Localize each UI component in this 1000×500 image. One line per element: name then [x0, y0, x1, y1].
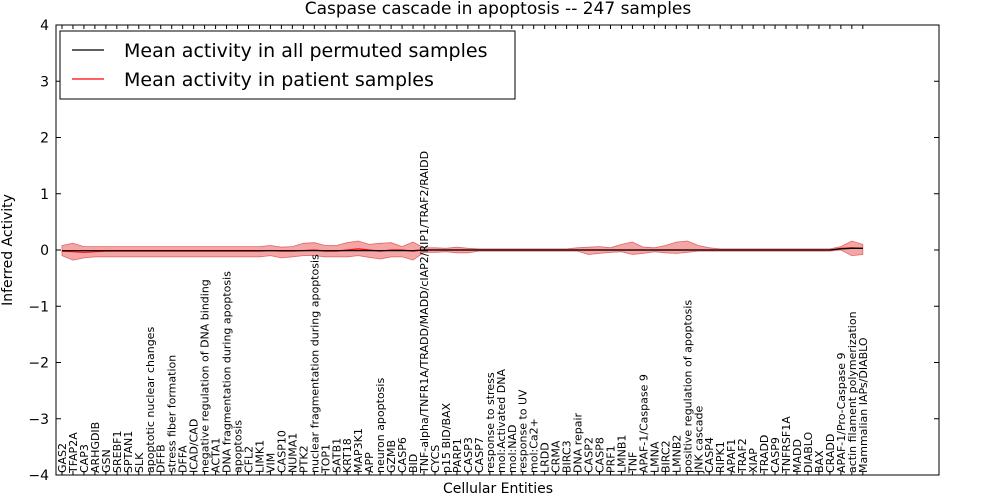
y-tick-label: 3: [40, 74, 49, 90]
x-tick-label: apoptotic nuclear changes: [144, 327, 157, 473]
x-tick-label: TRAF2: [736, 438, 749, 474]
y-tick-label: −1: [28, 299, 49, 315]
x-tick-label: BID: [407, 454, 420, 473]
x-tick-label: DFFB: [155, 444, 168, 473]
y-tick-label: −3: [28, 412, 49, 428]
legend: Mean activity in all permuted samples Me…: [59, 30, 516, 100]
x-tick-label: mol:Ca2+: [528, 418, 541, 473]
x-tick-label: positive regulation of apoptosis: [681, 300, 694, 473]
legend-label-permuted: Mean activity in all permuted samples: [124, 40, 487, 62]
x-tick-label: NUMA1: [286, 433, 299, 473]
x-tick-label: GSN: [100, 449, 113, 473]
series-line-layer: [61, 247, 863, 253]
x-tick-label: RIPK1: [714, 441, 727, 473]
x-tick-label: SPTAN1: [122, 431, 135, 473]
x-tick-label: TNF-alpha/TNFR1A/TRADD/MADD/cIAP2/RIP1/T…: [418, 151, 431, 474]
x-tick-label: ICAD/CAD: [188, 419, 201, 473]
y-axis: 4 3 2 1 0 −1 −2 −3 −4: [28, 18, 939, 484]
x-tick-label: ACTA1: [210, 438, 223, 473]
x-tick-label: CASP7: [473, 437, 486, 473]
x-tick-label: CFL2: [243, 446, 256, 473]
x-tick-label: CYCS: [429, 445, 442, 473]
x-tick-label: CASP4: [703, 437, 716, 473]
y-tick-label: 2: [40, 131, 49, 147]
x-tick-label: DFFA: [177, 445, 190, 473]
x-tick-label: APP: [363, 452, 376, 473]
x-tick-label: LRDD: [539, 442, 552, 473]
x-tick-label: negative regulation of DNA binding: [199, 279, 212, 473]
x-tick-label: apoptosis: [232, 420, 245, 473]
y-tick-label: 1: [40, 187, 49, 203]
x-tick-label: APAF-1/Pro-Caspase 9: [835, 353, 848, 473]
x-tick-label: SATB1: [330, 438, 343, 473]
chart-title: Caspase cascade in apoptosis -- 247 samp…: [305, 0, 692, 19]
x-tick-label: MADD: [791, 439, 804, 473]
x-tick-label: GAS2: [56, 443, 69, 473]
x-tick-label: Mammalian IAPs/DIABLO: [857, 337, 870, 473]
x-tick-label: CAP3: [78, 444, 91, 473]
x-tick-label: nuclear fragmentation during apoptosis: [308, 254, 321, 473]
x-tick-label: CRMA: [550, 440, 563, 473]
legend-box: [59, 30, 516, 100]
x-tick-label: DIABLO: [802, 431, 815, 473]
x-tick-label: GZMB: [385, 440, 398, 473]
x-tick-label: XIAP: [747, 448, 760, 473]
x-tick-label: neuron apoptosis: [374, 378, 387, 473]
x-tick-label: p15 BID/BAX: [440, 402, 453, 473]
x-tick-label: BIRC3: [561, 440, 574, 473]
x-axis-title: Cellular Entities: [443, 481, 553, 497]
x-tick-label: LMNB2: [670, 435, 683, 473]
x-tick-label: CASP9: [769, 437, 782, 473]
x-tick-label: CRADD: [824, 434, 837, 473]
series-line-permuted: [62, 247, 863, 252]
x-tick-label: CASP8: [594, 437, 607, 473]
y-tick-label: −4: [28, 468, 49, 484]
x-tick-label: VIM: [264, 453, 277, 473]
y-tick-label: −2: [28, 356, 49, 372]
x-tick-label: CASP6: [396, 437, 409, 473]
x-tick-label: TNFRSF1A: [780, 416, 793, 474]
x-tick-label: response to stress: [484, 372, 497, 473]
y-axis-title: Inferred Activity: [0, 194, 16, 306]
x-tick-label: actin filament polymerization: [846, 311, 859, 473]
x-axis: GAS2TFAP2ACAP3ARHGDIBGSNSREBF1SPTAN1SLKa…: [56, 25, 870, 475]
y-tick-label: 4: [40, 18, 49, 34]
x-tick-label: CASP3: [462, 437, 475, 473]
x-tick-label: LMNA: [648, 441, 661, 473]
legend-label-patient: Mean activity in patient samples: [124, 69, 434, 91]
x-tick-label: JNK cascade: [692, 406, 705, 474]
x-tick-label: mol:NAD: [506, 425, 519, 473]
x-tick-label: mol:Activated DNA: [495, 369, 508, 473]
x-tick-label: TRADD: [758, 435, 771, 474]
x-tick-label: SREBF1: [111, 431, 124, 473]
x-tick-label: ARHGDIB: [89, 422, 102, 473]
y-tick-label: 0: [40, 243, 49, 259]
x-tick-label: APAF1: [725, 439, 738, 473]
x-tick-label: TFAP2A: [67, 432, 80, 474]
x-tick-label: TNF: [626, 452, 639, 474]
x-tick-label: DNA repair: [572, 412, 585, 473]
x-tick-label: BIRC2: [659, 440, 672, 473]
x-tick-label: TOP1: [319, 444, 332, 474]
x-tick-label: response to UV: [517, 389, 530, 473]
x-tick-label: CASP2: [583, 437, 596, 473]
x-tick-label: PRF1: [605, 445, 618, 473]
x-tick-label: DNA fragmentation during apoptosis: [221, 271, 234, 473]
x-tick-label: PTK2: [297, 445, 310, 473]
x-tick-label: BAX: [813, 450, 826, 473]
x-tick-label: LMNB1: [616, 435, 629, 473]
x-tick-label: APAF-1/Caspase 9: [637, 374, 650, 473]
x-tick-label: KRT18: [341, 438, 354, 473]
x-tick-label: MAP3K1: [352, 428, 365, 473]
x-tick-label: PARP1: [451, 438, 464, 473]
x-tick-label: SLK: [133, 452, 146, 473]
x-tick-label: CASP10: [275, 430, 288, 473]
x-tick-label: stress fiber formation: [166, 355, 179, 473]
x-tick-label: LIMK1: [254, 440, 267, 473]
